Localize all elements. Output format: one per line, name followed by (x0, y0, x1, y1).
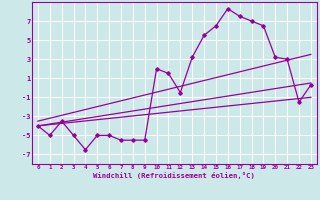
X-axis label: Windchill (Refroidissement éolien,°C): Windchill (Refroidissement éolien,°C) (93, 172, 255, 179)
